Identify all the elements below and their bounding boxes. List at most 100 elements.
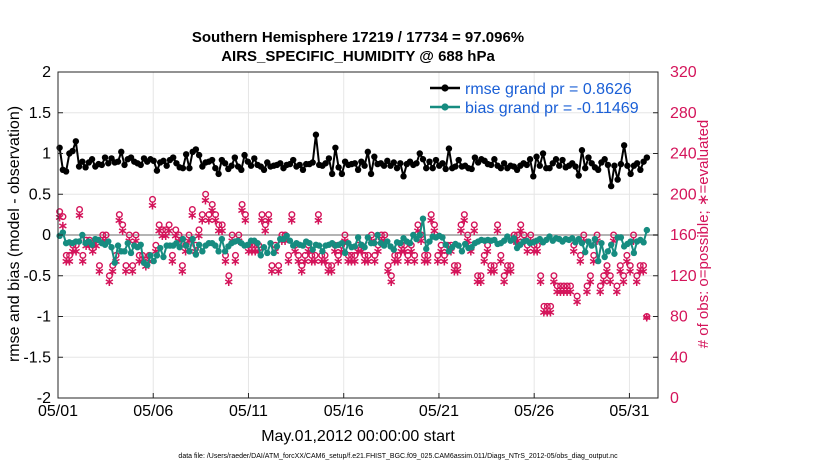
obs-evaluated-point: ∗ (621, 253, 632, 268)
obs-evaluated-point: ∗ (489, 264, 500, 279)
obs-evaluated-point: ∗ (409, 253, 420, 268)
rmse-point (400, 173, 407, 180)
obs-evaluated-point: ∗ (58, 218, 69, 233)
rmse-point (393, 164, 401, 172)
bias-point (627, 238, 634, 245)
obs-possible-point (275, 262, 283, 270)
bias-point (273, 243, 281, 250)
obs-evaluated-point: ∗ (336, 243, 347, 258)
obs-possible-point (560, 282, 568, 290)
bias-point (588, 242, 595, 249)
obs-possible-point (165, 221, 173, 229)
obs-evaluated-point: ∗ (502, 264, 513, 279)
obs-possible-point (212, 211, 220, 219)
rmse-point (413, 160, 420, 167)
rmse-point (309, 159, 316, 166)
bias-point (458, 248, 466, 255)
bias-point (108, 244, 115, 251)
bias-point (221, 248, 229, 255)
obs-evaluated-point: ∗ (476, 274, 487, 289)
rmse-point (439, 160, 446, 167)
obs-possible-point (567, 282, 575, 290)
bias-point (176, 244, 183, 251)
rmse-point (582, 164, 589, 172)
bias-point (212, 242, 219, 249)
obs-possible-point (547, 302, 555, 310)
rmse-point (614, 176, 621, 183)
rmse-point (231, 154, 239, 161)
rmse-point (601, 156, 608, 163)
obs-possible-point (636, 262, 644, 270)
obs-evaluated-point: ∗ (608, 233, 619, 248)
obs-possible-point (132, 231, 140, 239)
rmse-point (241, 151, 248, 159)
rmse-point (325, 155, 333, 162)
rmse-point (452, 163, 459, 170)
bias-point (351, 243, 359, 250)
obs-evaluated-point: ∗ (399, 243, 410, 258)
rmse-point (468, 165, 475, 173)
bias-point (364, 234, 372, 241)
obs-evaluated-point: ∗ (602, 264, 613, 279)
obs-possible-point (596, 282, 604, 290)
y-tick-label-5: 0.5 (29, 186, 51, 203)
rmse-point (238, 166, 245, 173)
obs-possible-point (348, 251, 356, 259)
bias-point (286, 237, 294, 244)
obs-possible-point (328, 262, 336, 270)
rmse-point (215, 170, 222, 178)
obs-evaluated-point: ∗ (91, 238, 102, 253)
bias-point (630, 249, 638, 257)
obs-evaluated-point: ∗ (598, 274, 609, 289)
obs-possible-point (288, 211, 296, 219)
obs-evaluated-point: ∗ (187, 208, 198, 223)
rmse-point (367, 170, 375, 178)
obs-possible-point (503, 262, 511, 270)
bias-point (270, 249, 277, 257)
obs-possible-point (487, 262, 495, 270)
obs-possible-point (76, 206, 84, 214)
bias-point (338, 239, 346, 247)
rmse-point (423, 164, 430, 172)
rmse-point (335, 164, 342, 171)
obs-evaluated-point: ∗ (548, 274, 559, 289)
bias-point (156, 244, 164, 252)
obs-evaluated-point: ∗ (243, 243, 254, 258)
obs-evaluated-point: ∗ (565, 284, 576, 299)
obs-evaluated-point: ∗ (157, 228, 168, 243)
bias-point (306, 239, 313, 247)
bias-point (257, 252, 264, 259)
obs-evaluated-point: ∗ (532, 243, 543, 258)
obs-evaluated-point: ∗ (61, 253, 72, 268)
rmse-point (539, 150, 547, 157)
right-y-tick-label-3: 120 (670, 268, 697, 285)
obs-evaluated-point: ∗ (147, 197, 158, 212)
rmse-point (328, 170, 336, 178)
bias-point (192, 251, 200, 258)
obs-evaluated-point: ∗ (386, 274, 397, 289)
rmse-point (620, 142, 628, 149)
right-y-tick-label-6: 240 (670, 146, 697, 163)
obs-possible-point (431, 221, 439, 229)
obs-evaluated-point: ∗ (641, 310, 652, 325)
bias-point (260, 244, 268, 251)
rmse-point (312, 131, 320, 138)
obs-evaluated-point: ∗ (545, 304, 556, 319)
bias-point (215, 248, 222, 255)
obs-evaluated-point: ∗ (323, 264, 334, 279)
chart-title-line1: Southern Hemisphere 17219 / 17734 = 97.0… (192, 29, 524, 46)
bias-point (150, 257, 157, 265)
obs-possible-point (620, 272, 628, 280)
rmse-point (397, 160, 404, 167)
bias-point (199, 248, 206, 255)
obs-evaluated-point: ∗ (64, 253, 75, 268)
x-axis-label: May.01,2012 00:00:00 start (261, 428, 455, 445)
obs-possible-point (195, 226, 203, 234)
obs-evaluated-point: ∗ (114, 213, 125, 228)
bias-point (137, 241, 144, 248)
obs-evaluated-point: ∗ (499, 274, 510, 289)
obs-evaluated-point: ∗ (330, 243, 341, 258)
obs-evaluated-point: ∗ (469, 223, 480, 238)
obs-evaluated-point: ∗ (359, 253, 370, 268)
obs-possible-point (155, 221, 163, 229)
